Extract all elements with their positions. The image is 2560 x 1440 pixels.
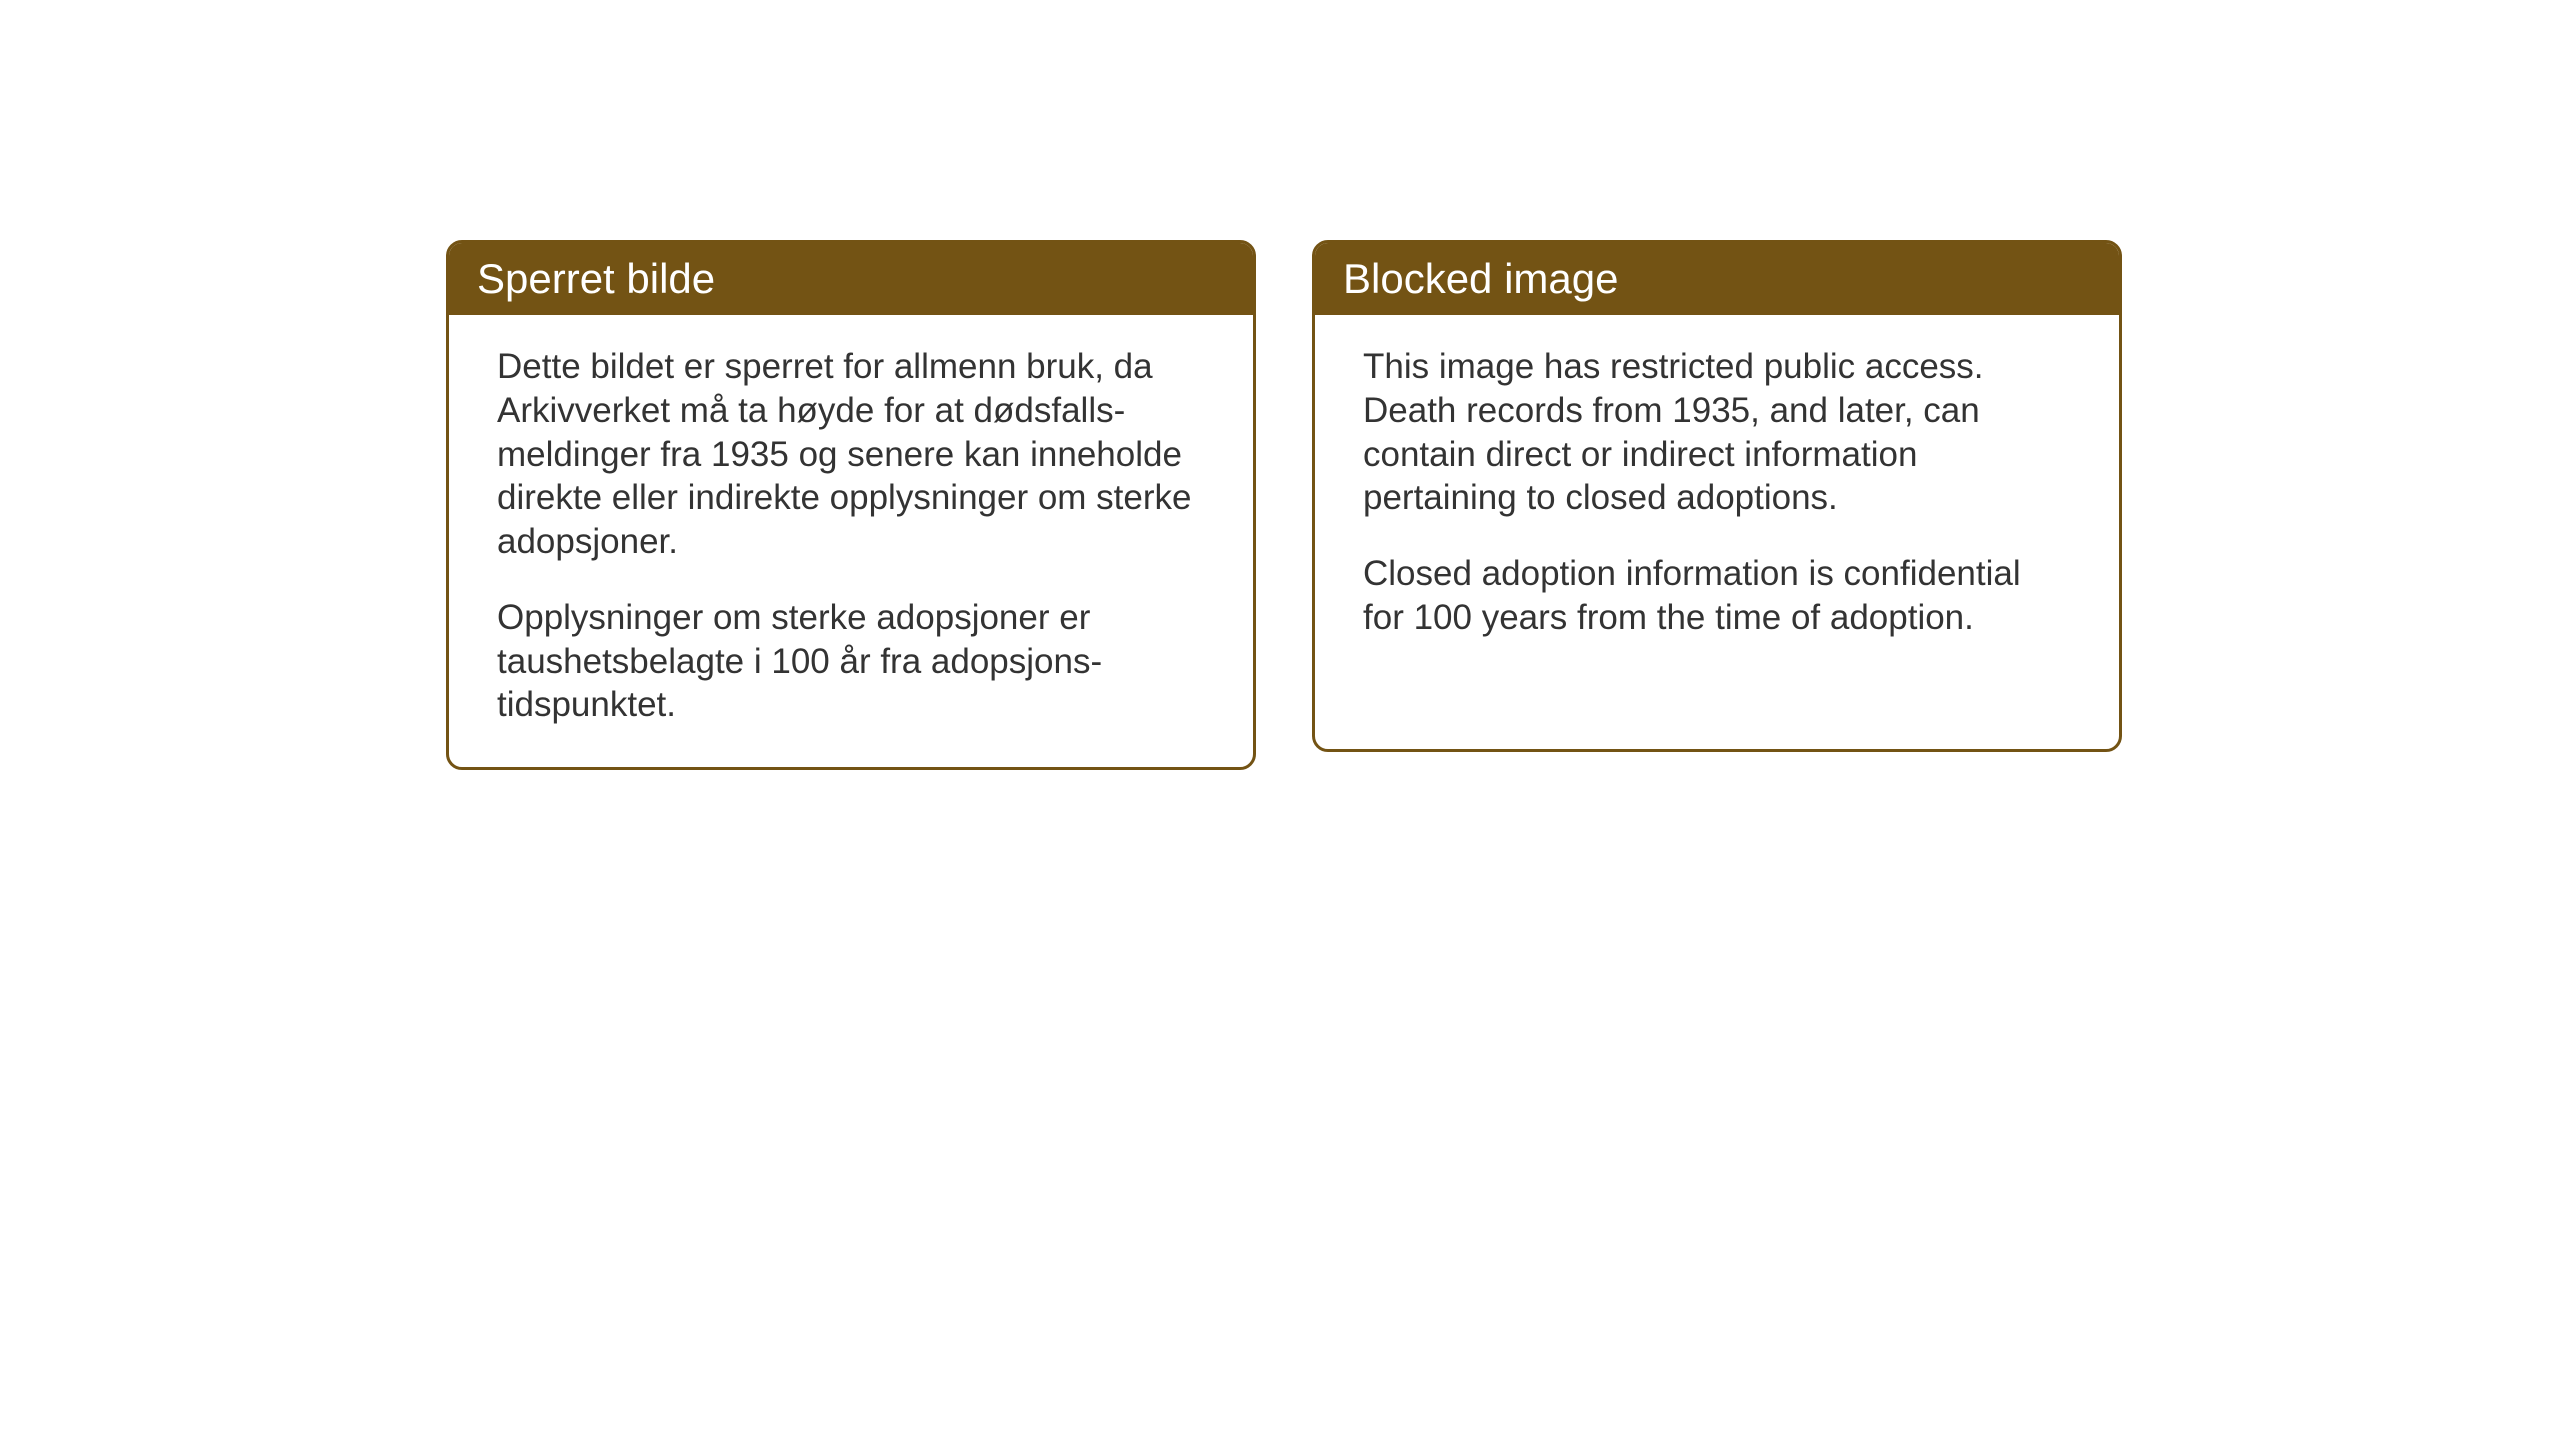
card-paragraph-1-norwegian: Dette bildet er sperret for allmenn bruk… xyxy=(497,345,1205,564)
card-body-english: This image has restricted public access.… xyxy=(1315,315,2119,680)
card-header-norwegian: Sperret bilde xyxy=(449,243,1253,315)
card-header-english: Blocked image xyxy=(1315,243,2119,315)
notice-container: Sperret bilde Dette bildet er sperret fo… xyxy=(446,240,2122,770)
card-title-english: Blocked image xyxy=(1343,255,1618,302)
card-paragraph-2-norwegian: Opplysninger om sterke adopsjoner er tau… xyxy=(497,596,1205,727)
card-paragraph-2-english: Closed adoption information is confident… xyxy=(1363,552,2071,640)
card-body-norwegian: Dette bildet er sperret for allmenn bruk… xyxy=(449,315,1253,767)
card-title-norwegian: Sperret bilde xyxy=(477,255,715,302)
notice-card-english: Blocked image This image has restricted … xyxy=(1312,240,2122,752)
notice-card-norwegian: Sperret bilde Dette bildet er sperret fo… xyxy=(446,240,1256,770)
card-paragraph-1-english: This image has restricted public access.… xyxy=(1363,345,2071,520)
